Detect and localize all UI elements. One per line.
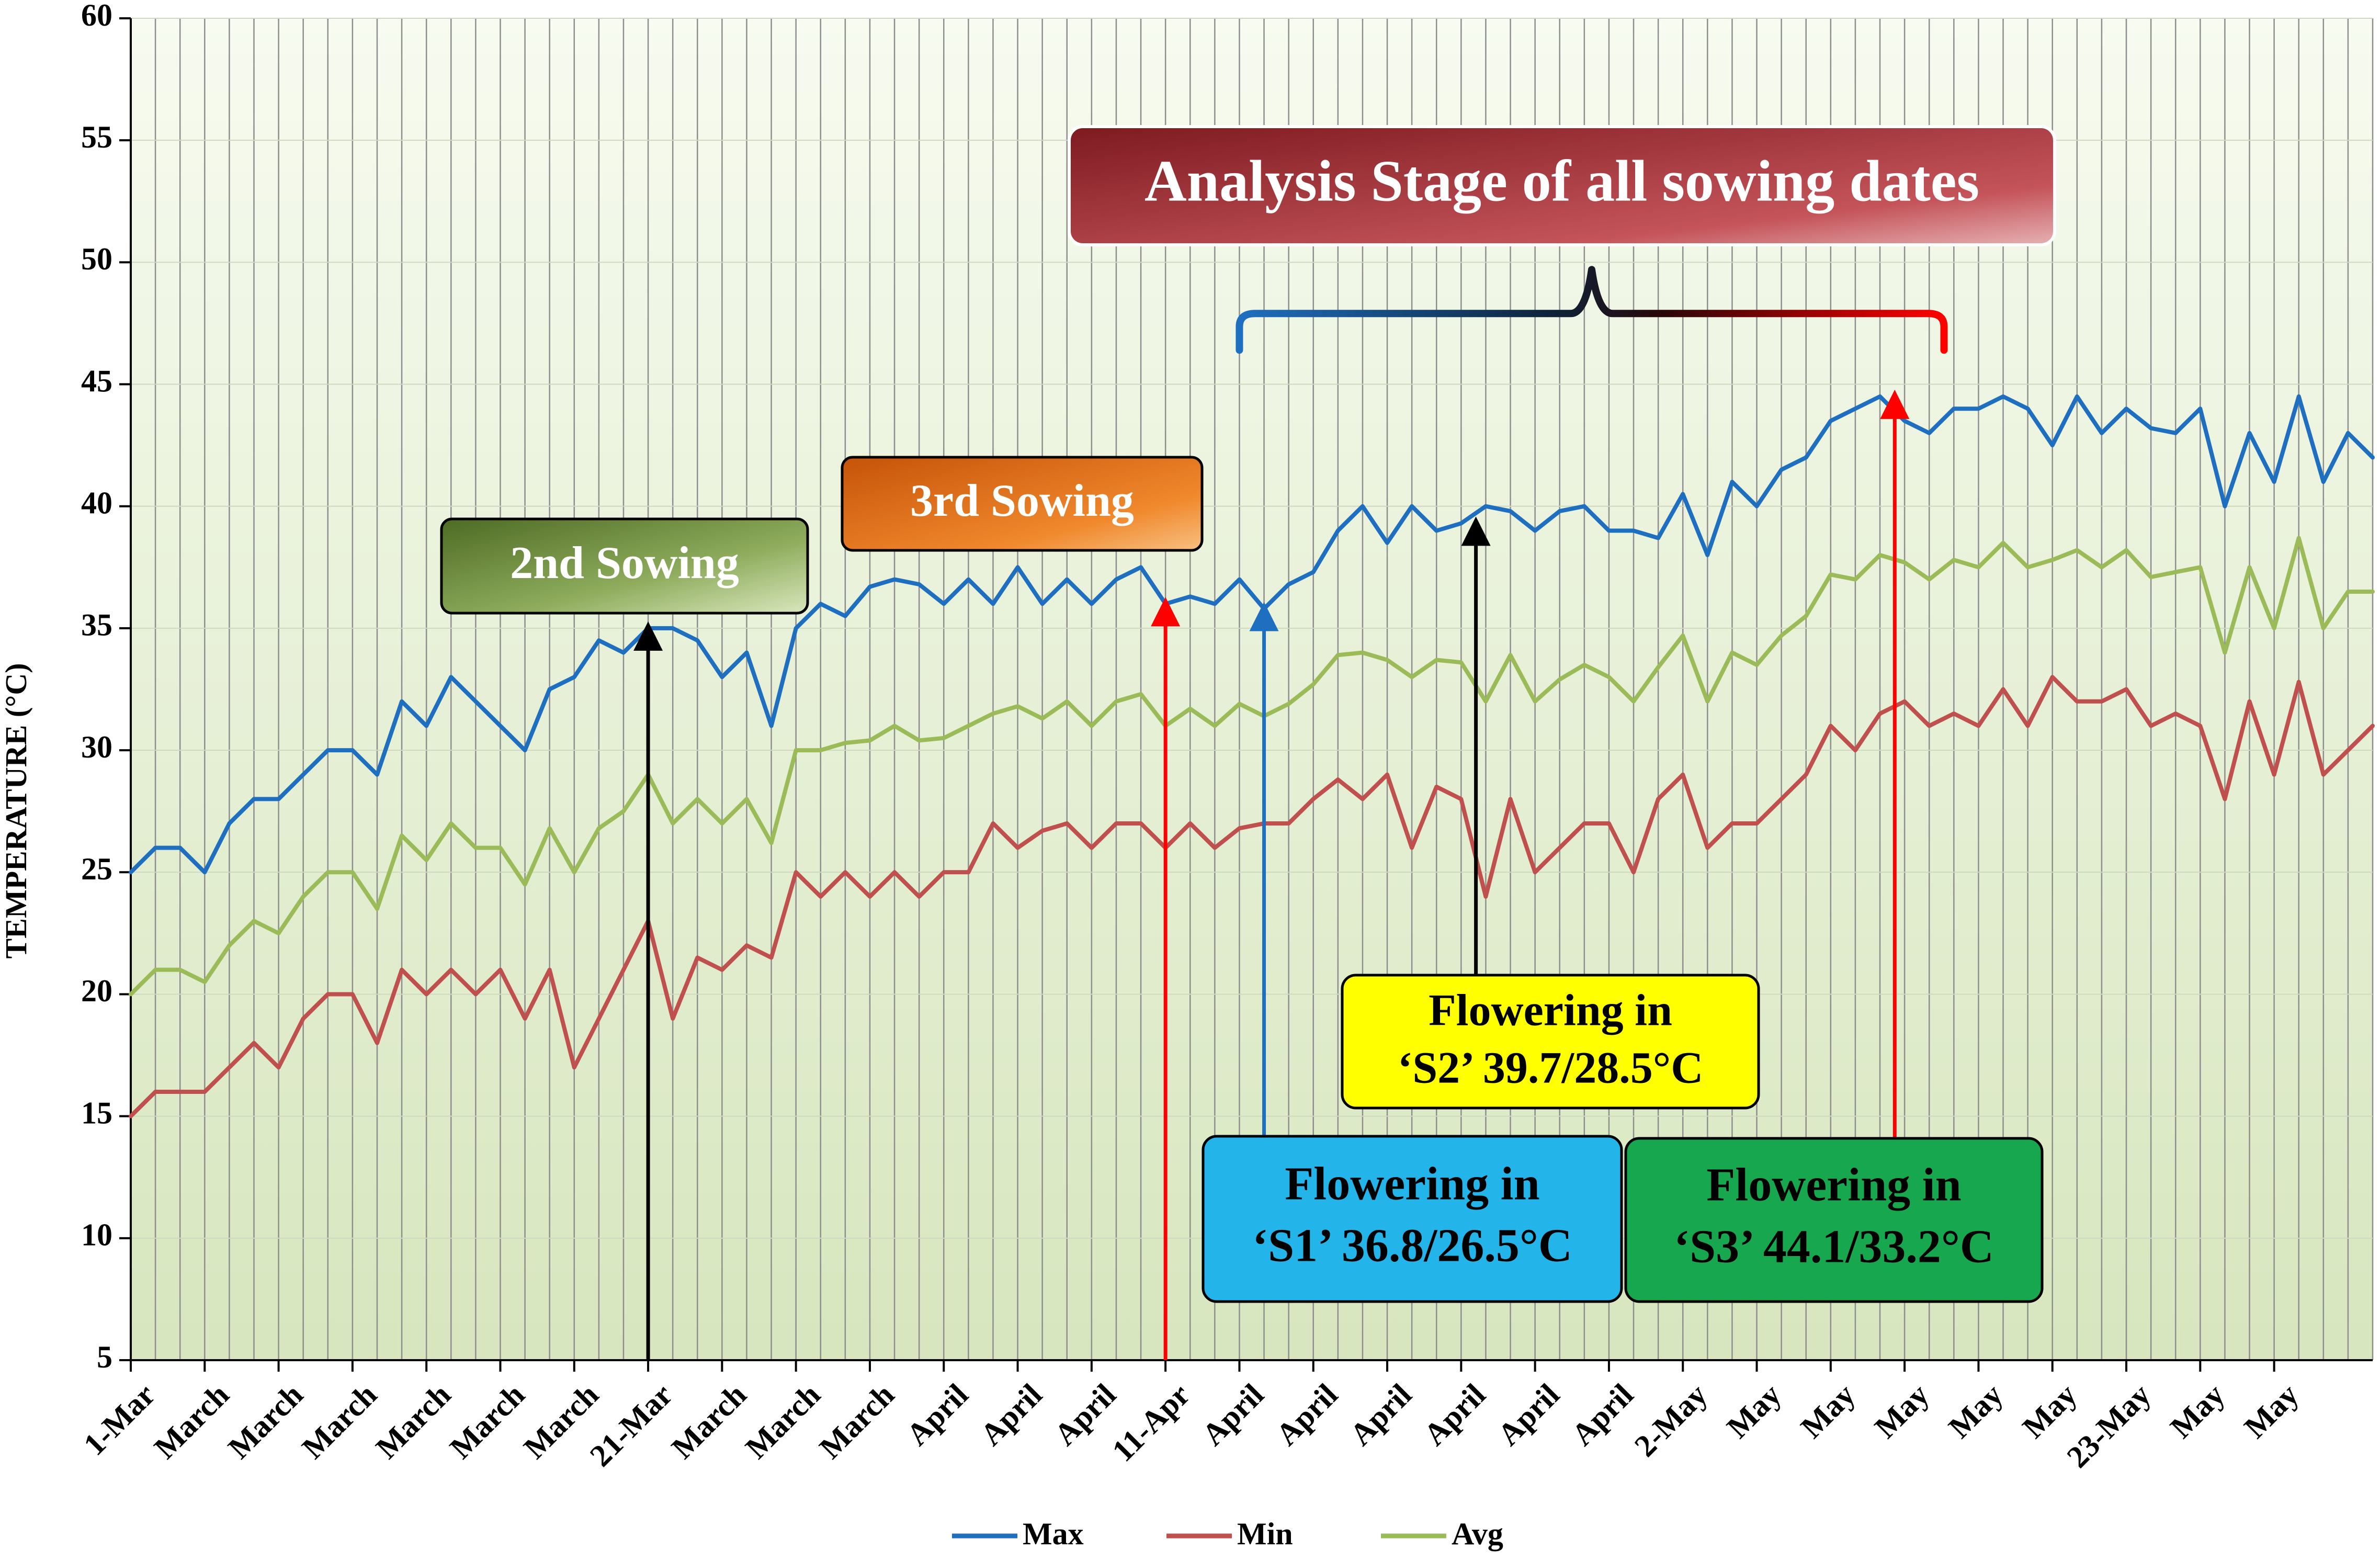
y-tick-label: 10 <box>81 1218 112 1252</box>
x-tick-label: May <box>2238 1377 2305 1445</box>
y-tick-label: 50 <box>81 242 112 276</box>
y-tick-label: 30 <box>81 730 112 764</box>
legend-label-max: Max <box>1023 1517 1084 1551</box>
analysis-stage-banner: Analysis Stage of all sowing dates <box>1068 125 2056 246</box>
x-tick-label: March <box>221 1377 309 1465</box>
flowering-s3-box: Flowering in ‘S3’ 44.1/33.2°C <box>1624 1137 2044 1303</box>
x-tick-label: 23-May <box>2060 1377 2157 1475</box>
x-tick-label: March <box>148 1377 235 1465</box>
second-sowing-label: 2nd Sowing <box>510 538 739 589</box>
y-tick-label: 45 <box>81 364 112 398</box>
third-sowing-box: 3rd Sowing <box>841 456 1204 552</box>
y-tick-label: 55 <box>81 120 112 154</box>
series-line-min <box>129 675 2375 1118</box>
series-line-max <box>129 394 2375 875</box>
legend: Max Min Avg <box>952 1517 1503 1551</box>
y-tick-label: 60 <box>81 0 112 32</box>
x-tick-label: April <box>1417 1377 1492 1452</box>
x-tick-label: May <box>1720 1377 1788 1445</box>
y-tick-label: 15 <box>81 1095 112 1130</box>
y-tick-label: 25 <box>81 852 112 886</box>
y-tick-label: 40 <box>81 485 112 520</box>
x-tick-label: May <box>2163 1377 2231 1445</box>
series-lines <box>129 394 2375 1118</box>
analysis-stage-brace <box>1236 266 1948 354</box>
flowering-s1-line2: ‘S1’ 36.8/26.5°C <box>1252 1220 1572 1272</box>
x-tick-label: April <box>1565 1377 1640 1452</box>
flowering-s3-line1: Flowering in <box>1706 1159 1962 1211</box>
flowering-s1-box: Flowering in ‘S1’ 36.8/26.5°C <box>1202 1135 1623 1303</box>
annotation-arrows <box>633 389 1910 1360</box>
legend-label-min: Min <box>1237 1517 1293 1551</box>
x-tick-label: April <box>900 1377 974 1452</box>
x-tick-label: May <box>1794 1377 1862 1445</box>
x-tick-label: May <box>1942 1377 2009 1445</box>
legend-label-avg: Avg <box>1452 1517 1503 1551</box>
flowering-s2-line2: ‘S2’ 39.7/28.5°C <box>1398 1043 1704 1093</box>
x-tick-label: March <box>739 1377 826 1465</box>
y-tick-label: 35 <box>81 608 112 642</box>
x-tick-label: March <box>443 1377 531 1465</box>
y-tick-label: 20 <box>81 974 112 1008</box>
x-tick-label: April <box>1270 1377 1344 1452</box>
third-sowing-label: 3rd Sowing <box>910 476 1134 526</box>
x-tick-label: 1-Mar <box>77 1377 162 1462</box>
x-tick-label: May <box>2016 1377 2083 1445</box>
x-axis-ticks: 1-MarMarchMarchMarchMarchMarchMarch21-Ma… <box>77 1360 2305 1474</box>
axes <box>130 18 2373 1361</box>
flowering-s2-box: Flowering in ‘S2’ 39.7/28.5°C <box>1341 974 1760 1110</box>
x-tick-label: March <box>369 1377 457 1465</box>
flowering-s2-line1: Flowering in <box>1429 985 1672 1035</box>
x-tick-label: March <box>296 1377 383 1465</box>
x-tick-label: April <box>973 1377 1048 1452</box>
x-tick-label: March <box>665 1377 753 1465</box>
y-axis-label: TEMPERATURE (°C) <box>0 663 33 958</box>
flowering-s3-line2: ‘S3’ 44.1/33.2°C <box>1674 1221 1994 1273</box>
second-sowing-box: 2nd Sowing <box>440 517 809 615</box>
series-line-avg <box>129 536 2375 997</box>
x-tick-label: May <box>1868 1377 1935 1445</box>
flowering-s1-line1: Flowering in <box>1285 1158 1540 1210</box>
x-tick-label: 2-May <box>1628 1377 1714 1463</box>
x-tick-label: April <box>1491 1377 1566 1452</box>
x-tick-label: 11-Apr <box>1105 1377 1196 1468</box>
analysis-stage-text: Analysis Stage of all sowing dates <box>1144 149 1979 214</box>
x-tick-label: April <box>1343 1377 1418 1452</box>
x-tick-label: April <box>1195 1377 1270 1452</box>
y-axis-ticks: 5 10 15 20 25 30 35 40 45 50 55 60 <box>81 0 131 1374</box>
x-tick-label: March <box>813 1377 901 1465</box>
y-tick-label: 5 <box>97 1340 112 1374</box>
x-tick-label: 21-Mar <box>583 1377 679 1473</box>
